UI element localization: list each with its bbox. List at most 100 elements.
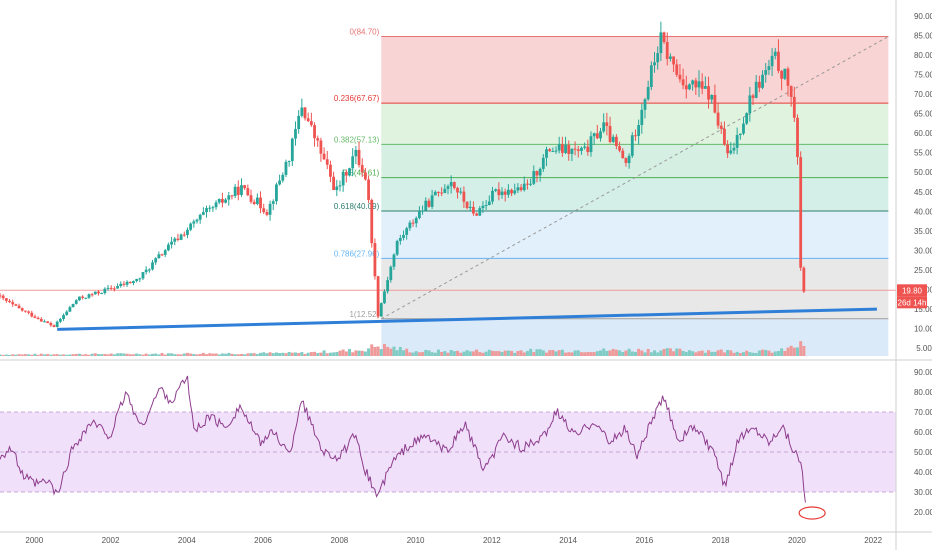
volume-bar	[306, 352, 310, 356]
volume-bar	[621, 351, 625, 356]
volume-bar	[738, 352, 742, 356]
rsi-line[interactable]	[0, 375, 806, 503]
time-tick-label: 2018	[712, 536, 730, 545]
volume-bar	[249, 353, 253, 356]
candle	[214, 202, 218, 208]
volume-bar	[303, 353, 307, 356]
candle	[605, 122, 609, 126]
candle	[697, 81, 701, 88]
volume-bar	[484, 351, 488, 356]
volume-bar	[96, 354, 100, 356]
time-tick-label: 2002	[102, 536, 120, 545]
candle	[656, 53, 660, 63]
candle	[802, 267, 806, 292]
candle	[160, 254, 164, 256]
fib-zone	[381, 103, 889, 145]
candle	[255, 197, 259, 204]
volume-bar	[328, 352, 332, 356]
candle	[224, 199, 227, 203]
price-panel[interactable]: 0(84.70) 0.236(67.67) 0.382(57.13) 0.5(48.6…	[0, 21, 896, 356]
volume-bar	[745, 350, 749, 356]
volume-bar	[265, 353, 269, 356]
volume-bar	[732, 352, 736, 356]
candle	[58, 318, 62, 322]
volume-bar	[179, 354, 183, 356]
candle	[427, 200, 431, 207]
volume-bar	[262, 352, 266, 356]
candle	[764, 69, 768, 75]
volume-bar	[23, 354, 27, 356]
volume-bar	[602, 348, 606, 356]
candle	[627, 155, 631, 164]
candle	[4, 298, 8, 301]
price-tick-label: 15.00	[914, 305, 932, 314]
volume-bar	[30, 354, 34, 356]
volume-bar	[684, 351, 688, 356]
volume-bar	[144, 353, 148, 356]
candle	[742, 123, 745, 134]
volume-bar	[284, 353, 288, 356]
candle	[484, 205, 488, 207]
candle	[90, 294, 94, 296]
candle	[125, 281, 129, 285]
candle	[236, 186, 240, 195]
volume-bar	[52, 354, 56, 356]
candle	[325, 159, 329, 165]
volume-bar	[316, 353, 320, 356]
time-tick-label: 2014	[559, 536, 577, 545]
volume-bar	[770, 352, 774, 356]
rsi-panel[interactable]	[0, 375, 896, 520]
volume-bar	[802, 345, 806, 356]
candle	[141, 272, 145, 279]
candle	[27, 311, 30, 313]
volume-bar	[433, 352, 437, 356]
fib-zone	[381, 210, 889, 259]
volume-bar	[319, 352, 323, 356]
volume-bar	[748, 352, 752, 356]
candle	[411, 222, 415, 224]
volume-bar	[570, 352, 574, 356]
volume-bar	[182, 353, 186, 356]
candle	[621, 150, 625, 159]
volume-bar	[211, 353, 215, 356]
candle	[586, 146, 590, 153]
candle	[33, 316, 37, 318]
candle	[452, 182, 456, 188]
volume-bar	[754, 353, 758, 356]
volume-bar	[281, 352, 285, 356]
volume-bar	[691, 351, 695, 356]
volume-bar	[668, 348, 672, 356]
volume-bar	[637, 348, 641, 356]
candle	[179, 234, 183, 240]
candle	[643, 99, 647, 110]
volume-bar	[490, 350, 494, 356]
candle	[684, 85, 688, 90]
price-tick-label: 85.00	[914, 31, 932, 40]
volume-bar	[20, 354, 24, 356]
support-trendline[interactable]	[57, 307, 877, 331]
candle	[151, 262, 154, 270]
volume-bar	[421, 352, 425, 356]
volume-bar	[217, 354, 221, 356]
volume-bar	[392, 346, 396, 356]
candle	[138, 278, 142, 280]
candle	[618, 146, 621, 151]
volume-bar	[452, 351, 456, 356]
volume-bar	[125, 353, 129, 356]
candle	[421, 210, 424, 212]
countdown-tag	[897, 296, 927, 309]
volume-bar	[93, 353, 97, 356]
volume-bar	[62, 354, 66, 356]
volume-bar	[71, 354, 75, 356]
candle	[513, 190, 517, 194]
price-tick-label: 75.00	[914, 70, 932, 79]
candle	[786, 68, 790, 86]
candle	[119, 283, 123, 287]
candle	[637, 125, 641, 136]
candle	[614, 136, 618, 147]
volume-bar	[557, 350, 561, 356]
volume-bar	[271, 353, 275, 356]
candle	[363, 172, 367, 180]
candle	[522, 183, 526, 191]
